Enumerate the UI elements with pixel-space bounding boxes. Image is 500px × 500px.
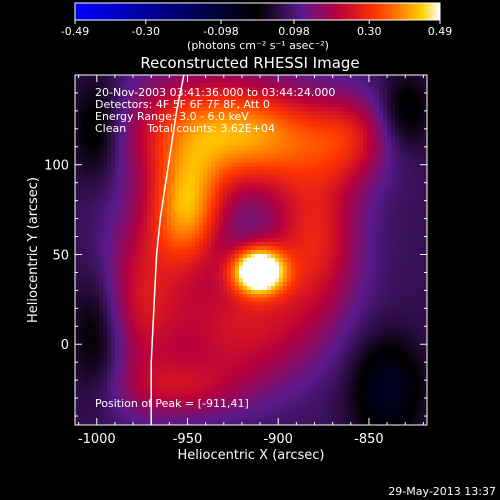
colorbar-tick-label: -0.49 [61, 25, 89, 38]
colorbar-tick-label: 0.098 [278, 25, 310, 38]
colorbar: -0.49 -0.30 -0.098 0.098 0.30 0.49 (photons c… [61, 2, 452, 52]
plot-area: -1000 -950 -900 -850 0 50 100 [44, 74, 428, 447]
colorbar-ticks: -0.49 -0.30 -0.098 0.098 0.30 0.49 [61, 20, 452, 38]
colorbar-tick-label: -0.098 [203, 25, 238, 38]
y-axis-label: Heliocentric Y (arcsec) [26, 177, 41, 323]
colorbar-tick-label: -0.30 [132, 25, 160, 38]
peak-position-annotation: Position of Peak = [-911,41] [95, 397, 249, 410]
x-tick-label: -1000 [78, 432, 116, 447]
chart-title: Reconstructed RHESSI Image [140, 54, 359, 72]
colorbar-tick-label: 0.30 [357, 25, 382, 38]
time-range-annotation: 20-Nov-2003 03:41:36.000 to 03:44:24.000 [95, 86, 335, 99]
detectors-annotation: Detectors: 4F 5F 6F 7F 8F, Att 0 [95, 98, 270, 111]
x-axis-ticks: -1000 -950 -900 -850 [78, 75, 424, 447]
annotation-block: 20-Nov-2003 03:41:36.000 to 03:44:24.000… [95, 86, 335, 410]
x-axis-label: Heliocentric X (arcsec) [178, 448, 325, 463]
y-axis-ticks: 0 50 100 [44, 92, 427, 417]
x-tick-label: -950 [173, 432, 203, 447]
colorbar-units-label: (photons cm⁻² s⁻¹ asec⁻²) [187, 39, 329, 52]
x-tick-label: -900 [263, 432, 293, 447]
y-tick-label: 0 [61, 338, 69, 353]
colorbar-tick-label: 0.49 [428, 25, 453, 38]
heatmap-image [75, 75, 427, 425]
energy-range-annotation: Energy Range: 3.0 - 6.0 keV [95, 110, 249, 123]
footer-timestamp: 29-May-2013 13:37 [388, 485, 496, 498]
counts-annotation: Clean Total counts: 3.62E+04 [95, 122, 275, 135]
plot-frame [74, 74, 428, 426]
y-tick-label: 100 [44, 159, 69, 174]
y-tick-label: 50 [52, 248, 69, 263]
x-tick-label: -850 [354, 432, 384, 447]
solar-limb-curve [150, 75, 185, 425]
colorbar-gradient [74, 2, 441, 21]
